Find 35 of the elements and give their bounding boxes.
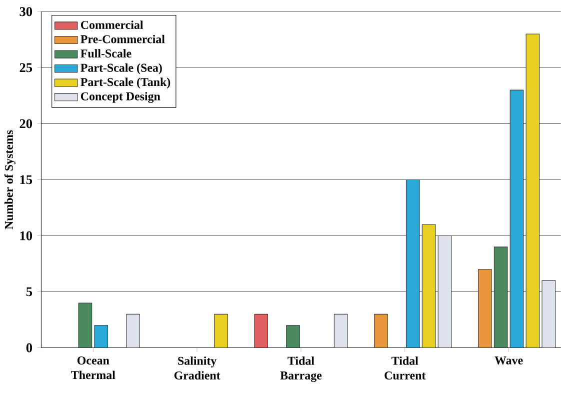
bar (494, 246, 508, 348)
bar (126, 314, 140, 348)
bar (406, 180, 420, 348)
y-tick-label: 0 (26, 344, 32, 352)
y-tick-label: 20 (20, 119, 32, 128)
legend-label: Commercial (80, 20, 144, 30)
bar (478, 269, 492, 348)
y-tick-label: 25 (20, 63, 32, 72)
y-tick-label: 15 (20, 175, 32, 184)
bar (286, 325, 300, 348)
legend-label: Concept Design (80, 92, 160, 104)
x-tick-label: Tidal Current (384, 356, 426, 380)
bar (510, 90, 524, 348)
bar (334, 314, 348, 348)
legend-label: Pre-Commercial (80, 35, 165, 44)
bar (526, 34, 540, 348)
y-tick-label: 5 (26, 288, 32, 296)
bar (438, 236, 452, 348)
x-tick-label: Salinity Gradient (174, 356, 220, 380)
bar (374, 314, 388, 348)
bar (94, 325, 108, 348)
x-tick-label: Tidal Barrage (280, 356, 322, 382)
legend-label: Full-Scale (80, 49, 132, 58)
y-axis-title: Number of Systems (4, 130, 16, 230)
bar (542, 280, 556, 348)
bar (422, 224, 436, 348)
bar (78, 302, 92, 348)
legend-label: Part-Scale (Sea) (80, 64, 162, 74)
x-tick-label: Wave (494, 356, 523, 365)
bar (214, 314, 228, 348)
x-tick-label: Ocean Thermal (71, 356, 116, 380)
y-tick-label: 30 (20, 7, 32, 16)
bar (254, 314, 268, 348)
legend-label: Part-Scale (Tank) (80, 78, 170, 89)
y-tick-label: 10 (20, 231, 32, 240)
